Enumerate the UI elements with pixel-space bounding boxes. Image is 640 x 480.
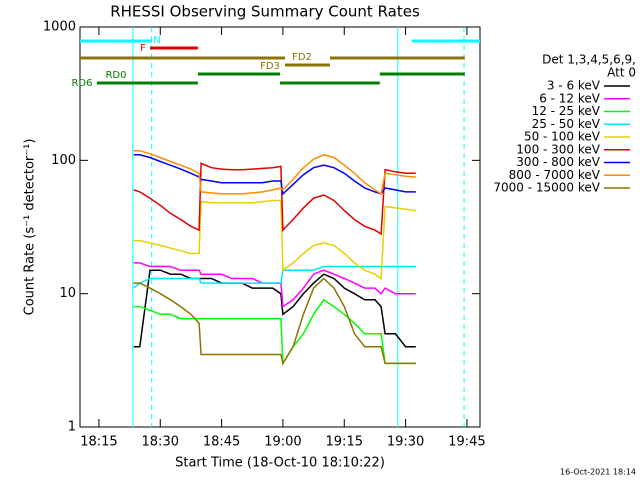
- legend-label: 300 - 800 keV: [516, 155, 600, 169]
- state-label: RD0: [105, 70, 126, 81]
- chart-title: RHESSI Observing Summary Count Rates: [110, 3, 420, 21]
- series-line: [133, 162, 416, 236]
- x-tick-label: 19:45: [448, 435, 485, 450]
- series-line: [133, 298, 416, 366]
- y-axis-label: Count Rate (s⁻¹ detector⁻¹): [23, 139, 38, 316]
- legend-header: Det 1,3,4,5,6,9,: [542, 53, 636, 67]
- x-tick-label: 18:15: [80, 435, 117, 450]
- series-line: [133, 154, 416, 196]
- series-line: [133, 149, 416, 196]
- x-tick-label: 18:30: [142, 435, 179, 450]
- legend-label: 3 - 6 keV: [547, 79, 601, 93]
- x-tick-label: 19:15: [326, 435, 363, 450]
- x-tick-label: 19:00: [264, 435, 301, 450]
- y-tick-label: 100: [51, 153, 76, 168]
- state-label: RD6: [71, 78, 92, 89]
- timestamp: 16-Oct-2021 18:14: [560, 468, 636, 477]
- plot-frame: [79, 26, 481, 428]
- series-line: [133, 277, 416, 366]
- series-line: [133, 269, 416, 348]
- y-tick-label: 10: [59, 286, 76, 301]
- legend-label: 6 - 12 keV: [539, 91, 601, 105]
- legend-label: 7000 - 15000 keV: [493, 181, 600, 195]
- state-label: FD2: [292, 52, 312, 63]
- series-line: [133, 265, 416, 289]
- x-tick-label: 19:30: [387, 435, 424, 450]
- legend-label: 800 - 7000 keV: [509, 168, 601, 182]
- legend-label: 100 - 300 keV: [516, 142, 600, 156]
- x-tick-label: 18:45: [203, 435, 240, 450]
- legend-header: Att 0: [607, 66, 636, 80]
- legend-label: 12 - 25 keV: [532, 104, 601, 118]
- state-label: FD3: [260, 61, 280, 72]
- y-tick-label: 1000: [43, 20, 76, 35]
- series-line: [133, 199, 416, 280]
- x-axis-label: Start Time (18-Oct-10 18:10:22): [175, 456, 385, 471]
- legend-label: 50 - 100 keV: [524, 130, 601, 144]
- y-tick-label: 1: [68, 420, 76, 435]
- legend-label: 25 - 50 keV: [532, 117, 601, 131]
- state-label: F: [140, 43, 146, 54]
- state-label: N: [153, 35, 160, 46]
